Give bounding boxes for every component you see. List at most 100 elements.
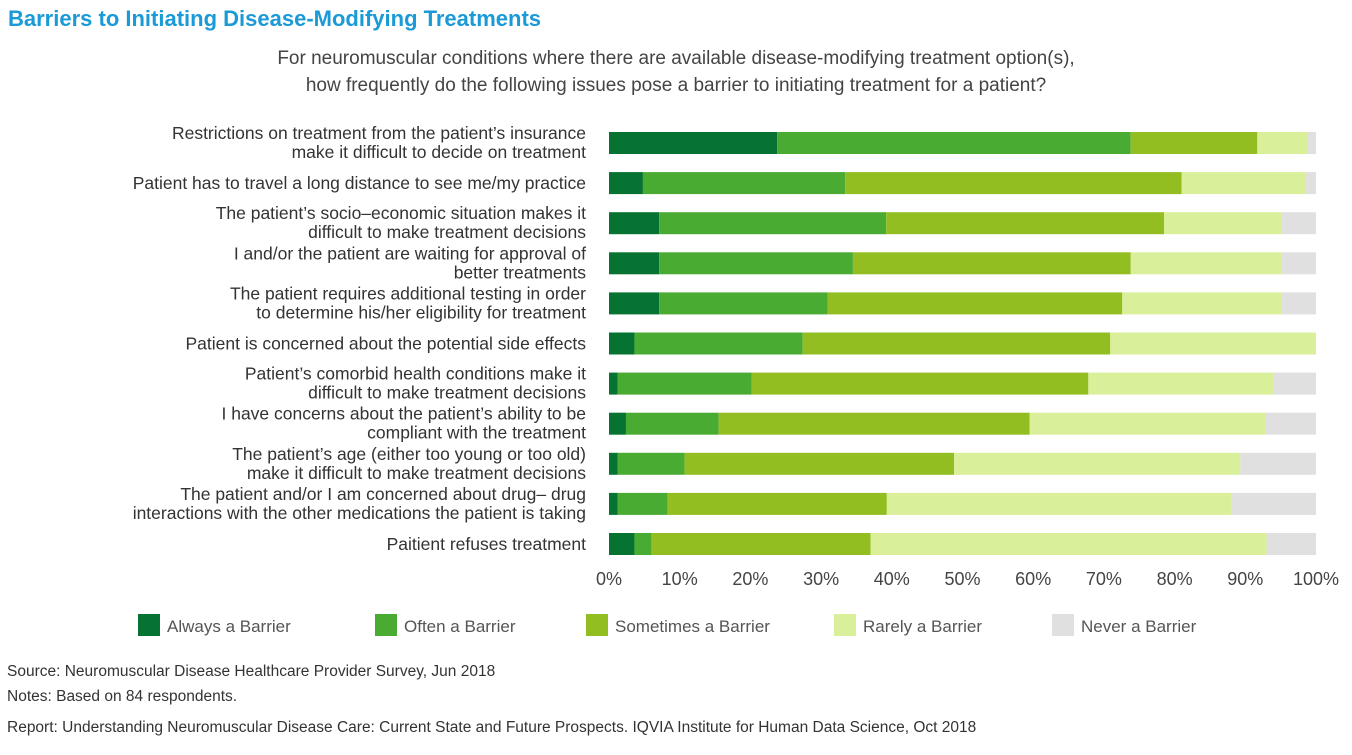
bar-segment-always-a-barrier: [609, 132, 778, 154]
category-label: make it difficult to decide on treatment: [292, 142, 587, 162]
category-label: Patient is concerned about the potential…: [185, 334, 586, 354]
bar-segment-rarely-a-barrier: [1130, 252, 1283, 275]
category-label: The patient and/or I am concerned about …: [180, 484, 586, 504]
chart-title: Barriers to Initiating Disease-Modifying…: [8, 6, 542, 31]
bar-segment-often-a-barrier: [625, 412, 719, 435]
chart-subtitle-line-2: how frequently do the following issues p…: [305, 75, 1047, 96]
x-tick-label: 40%: [874, 569, 910, 589]
category-label: make it difficult to make treatment deci…: [247, 463, 586, 483]
x-tick-label: 70%: [1086, 569, 1122, 589]
bar-segment-rarely-a-barrier: [870, 533, 1267, 555]
legend-swatch: [834, 614, 856, 636]
bar-segment-rarely-a-barrier: [1122, 292, 1283, 315]
legend-swatch: [375, 614, 397, 636]
category-label: difficult to make treatment decisions: [308, 383, 586, 403]
category-label: Restrictions on treatment from the patie…: [172, 123, 586, 143]
bar-segment-always-a-barrier: [609, 372, 618, 395]
category-label: Paitient refuses treatment: [387, 534, 587, 554]
category-label: to determine his/her eligibility for tre…: [256, 302, 586, 322]
x-tick-label: 60%: [1015, 569, 1051, 589]
category-label: The patient’s socio–economic situation m…: [216, 203, 586, 223]
legend-swatch: [1052, 614, 1074, 636]
category-label: Patient’s comorbid health conditions mak…: [245, 364, 586, 384]
bar-segment-rarely-a-barrier: [1163, 212, 1283, 235]
bar-segment-always-a-barrier: [609, 533, 635, 555]
x-tick-label: 80%: [1157, 569, 1193, 589]
bar-segment-always-a-barrier: [609, 412, 626, 435]
bar-segment-sometimes-a-barrier: [718, 412, 1030, 435]
bar-segment-never-a-barrier: [1282, 252, 1316, 275]
bar-segment-rarely-a-barrier: [1181, 172, 1307, 195]
x-tick-label: 50%: [944, 569, 980, 589]
legend-label: Often a Barrier: [404, 617, 516, 636]
bar-segment-sometimes-a-barrier: [886, 212, 1164, 235]
category-label: The patient requires additional testing …: [230, 283, 586, 303]
legend-swatch: [138, 614, 160, 636]
bar-segment-sometimes-a-barrier: [651, 533, 871, 555]
bar-segment-never-a-barrier: [1307, 132, 1316, 154]
bar-segment-never-a-barrier: [1231, 492, 1316, 515]
bar-segment-always-a-barrier: [609, 172, 643, 195]
report-citation: Report: Understanding Neuromuscular Dise…: [7, 719, 977, 736]
bar-segment-rarely-a-barrier: [954, 452, 1241, 475]
bar-segment-rarely-a-barrier: [1088, 372, 1274, 395]
bar-segment-never-a-barrier: [1265, 412, 1316, 435]
bar-segment-often-a-barrier: [659, 252, 853, 275]
bar-segment-always-a-barrier: [609, 492, 618, 515]
x-tick-label: 100%: [1293, 569, 1339, 589]
bar-segment-always-a-barrier: [609, 292, 660, 315]
source-note: Source: Neuromuscular Disease Healthcare…: [7, 663, 496, 680]
bar-segment-rarely-a-barrier: [886, 492, 1232, 515]
bar-segment-sometimes-a-barrier: [1130, 132, 1258, 154]
bar-segment-never-a-barrier: [1306, 172, 1316, 195]
legend-label: Sometimes a Barrier: [615, 617, 770, 636]
legend-label: Always a Barrier: [167, 617, 291, 636]
bar-segment-rarely-a-barrier: [1257, 132, 1308, 154]
bar-segment-often-a-barrier: [617, 452, 685, 475]
bar-segment-often-a-barrier: [659, 212, 887, 235]
notes: Notes: Based on 84 respondents.: [7, 688, 238, 705]
bar-segment-always-a-barrier: [609, 252, 660, 275]
bar-segment-often-a-barrier: [777, 132, 1131, 154]
bar-segment-sometimes-a-barrier: [852, 252, 1131, 275]
category-label: I have concerns about the patient’s abil…: [221, 404, 586, 424]
bar-segment-often-a-barrier: [634, 332, 803, 355]
bar-segment-never-a-barrier: [1266, 533, 1316, 555]
bar-segment-often-a-barrier: [659, 292, 828, 315]
category-label: difficult to make treatment decisions: [308, 222, 586, 242]
chart-subtitle-line-1: For neuromuscular conditions where there…: [277, 48, 1075, 69]
legend-label: Never a Barrier: [1081, 617, 1197, 636]
legend-swatch: [586, 614, 608, 636]
x-tick-label: 0%: [596, 569, 622, 589]
bar-segment-often-a-barrier: [634, 533, 652, 555]
bar-segment-always-a-barrier: [609, 332, 635, 355]
bar-segment-never-a-barrier: [1282, 292, 1316, 315]
bar-segment-sometimes-a-barrier: [751, 372, 1089, 395]
stacked-bar-chart: Restrictions on treatment from the patie…: [133, 123, 1339, 636]
bar-segment-always-a-barrier: [609, 452, 618, 475]
category-label: The patient’s age (either too young or t…: [232, 444, 586, 464]
bar-segment-never-a-barrier: [1273, 372, 1316, 395]
category-label: better treatments: [454, 262, 587, 282]
bar-segment-often-a-barrier: [617, 492, 668, 515]
category-label: interactions with the other medications …: [133, 503, 586, 523]
bar-segment-sometimes-a-barrier: [802, 332, 1111, 355]
bar-segment-sometimes-a-barrier: [845, 172, 1182, 195]
x-tick-label: 90%: [1227, 569, 1263, 589]
bar-segment-rarely-a-barrier: [1029, 412, 1266, 435]
x-tick-label: 30%: [803, 569, 839, 589]
bar-segment-never-a-barrier: [1282, 212, 1316, 235]
bar-segment-sometimes-a-barrier: [684, 452, 955, 475]
x-tick-label: 20%: [732, 569, 768, 589]
bar-segment-never-a-barrier: [1240, 452, 1316, 475]
legend-label: Rarely a Barrier: [863, 617, 982, 636]
x-tick-label: 10%: [662, 569, 698, 589]
category-label: I and/or the patient are waiting for app…: [234, 243, 586, 263]
category-label: Patient has to travel a long distance to…: [133, 173, 586, 193]
bar-segment-sometimes-a-barrier: [667, 492, 887, 515]
bar-segment-always-a-barrier: [609, 212, 660, 235]
bar-segment-often-a-barrier: [642, 172, 846, 195]
bar-segment-often-a-barrier: [617, 372, 752, 395]
category-label: compliant with the treatment: [367, 423, 586, 443]
bar-segment-sometimes-a-barrier: [827, 292, 1123, 315]
